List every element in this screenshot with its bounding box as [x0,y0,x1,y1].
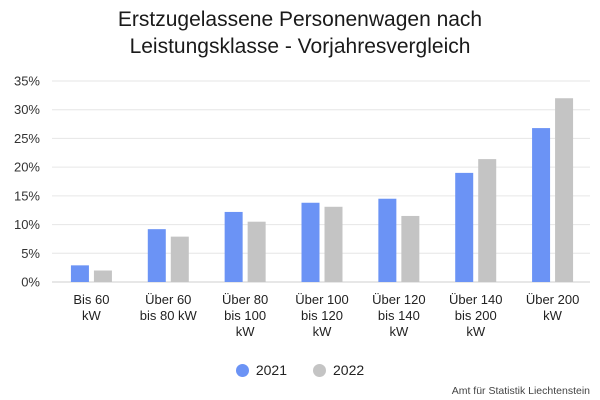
chart-title: Erstzugelassene Personenwagen nach Leist… [0,6,600,60]
x-tick-label: Bis 60 [73,292,109,307]
legend-swatch-2021 [235,363,249,377]
bar-2021 [147,229,166,282]
bar-2021 [455,172,474,282]
x-tick-label: Über 200 [526,292,579,307]
bar-2022 [478,159,497,282]
y-tick-label: 30% [14,102,40,117]
y-tick-label: 10% [14,217,40,232]
legend-item-2022[interactable]: 2022 [313,362,364,378]
bar-2021 [224,211,243,282]
x-tick-label: Über 80 [222,292,268,307]
x-tick-label: Über 140 [449,292,502,307]
y-tick-label: 20% [14,160,40,175]
bar-2022 [401,215,420,282]
bar-2022 [247,221,266,282]
bar-2021 [70,265,89,282]
y-tick-label: 0% [21,275,40,290]
x-tick-label: kW [82,308,102,323]
x-tick-label: kW [313,324,333,339]
legend-swatch-2022 [313,363,326,377]
bar-2021 [378,198,397,282]
y-tick-label: 5% [21,246,40,261]
bar-2021 [532,128,551,282]
bar-2022 [170,236,189,282]
legend-item-2021[interactable]: 2021 [235,362,287,378]
x-tick-label: kW [236,324,256,339]
bar-2022 [555,98,574,282]
chart-title-line-2: Leistungsklasse - Vorjahresvergleich [129,35,471,58]
x-tick-label: Über 120 [372,292,425,307]
x-tick-label: kW [543,308,563,323]
x-tick-label: Über 60 [145,292,191,307]
legend: 2021 2022 [0,362,600,378]
chart-title-line-1: Erstzugelassene Personenwagen nach [117,8,483,31]
x-tick-label: bis 140 [378,308,420,323]
y-tick-label: 35% [14,74,40,89]
x-tick-label: bis 100 [224,308,266,323]
bar-2022 [324,206,343,282]
bar-2021 [301,202,320,282]
x-tick-label: bis 200 [455,308,497,323]
bar-2022 [93,270,112,282]
x-tick-label: bis 120 [301,308,343,323]
legend-label-2022: 2022 [333,362,365,378]
x-tick-label: Über 100 [295,292,348,307]
y-tick-label: 25% [14,131,40,146]
y-tick-label: 15% [14,188,40,203]
legend-label-2021: 2021 [255,362,287,378]
x-tick-label: bis 80 kW [140,308,198,323]
source-note: Amt für Statistik Liechtenstein [451,385,590,397]
x-tick-label: kW [466,324,486,339]
x-tick-label: kW [389,324,409,339]
